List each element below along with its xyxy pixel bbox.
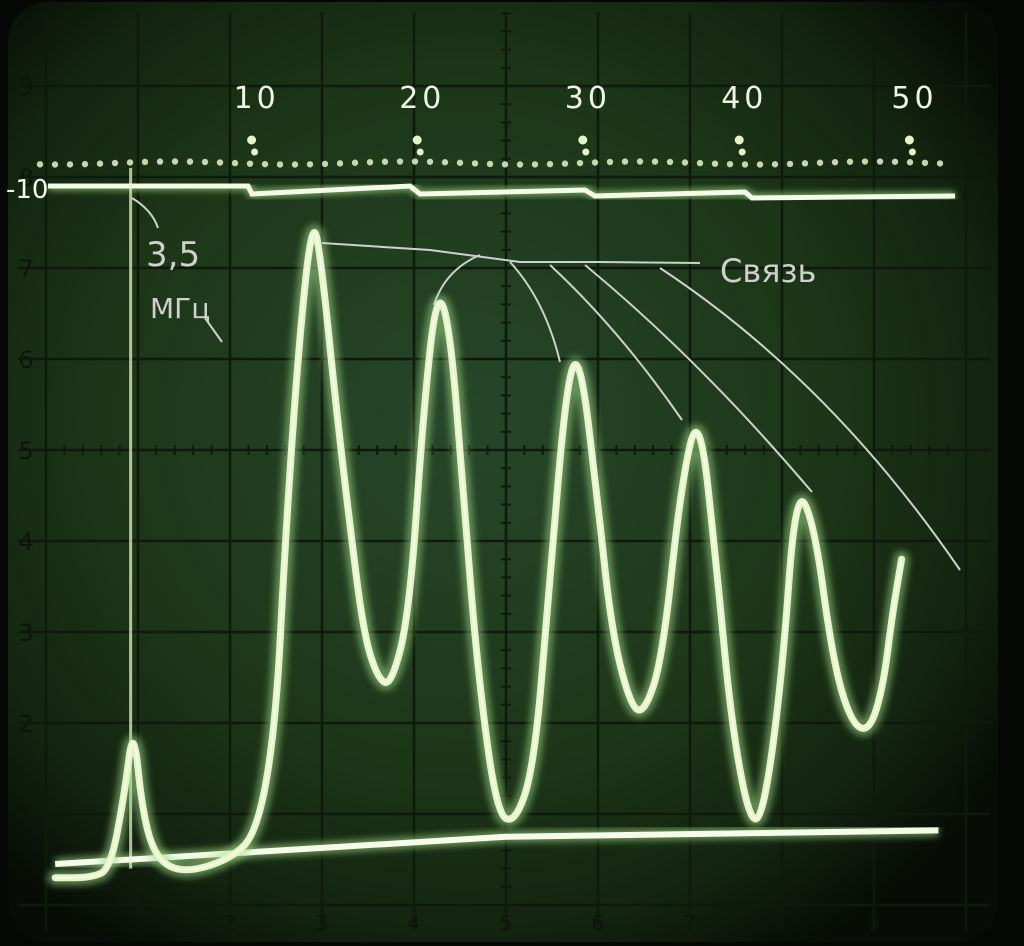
y-tick-label: 4 [18, 528, 33, 556]
marker-pip [247, 136, 256, 145]
marker-dot [532, 161, 538, 167]
marker-dot [82, 161, 88, 167]
marker-dot [772, 161, 778, 167]
marker-dot [637, 158, 643, 164]
marker-dot [127, 159, 133, 165]
marker-dot [382, 159, 388, 165]
marker-dot [727, 161, 733, 167]
y-tick-label: 1 [18, 801, 33, 829]
marker-dot [367, 159, 373, 165]
marker-dot [622, 158, 628, 164]
marker-dot [517, 161, 523, 167]
y-tick-label: 2 [18, 710, 33, 738]
marker-dot [427, 159, 433, 165]
marker-dot [652, 158, 658, 164]
marker-dot [787, 161, 793, 167]
marker-dot [67, 161, 73, 167]
top-scale-label: 40 [721, 81, 767, 116]
x-tick-label: 1 [132, 911, 145, 935]
peaks-annotation-label: Связь [720, 252, 816, 290]
x-tick-label: 8 [776, 911, 789, 935]
x-tick-label: 5 [500, 911, 513, 935]
marker-dot [697, 160, 703, 166]
marker-label-line1: 3,5 [146, 235, 200, 275]
marker-dot [712, 160, 718, 166]
marker-dot [562, 160, 568, 166]
marker-dot [472, 160, 478, 166]
marker-dot [742, 161, 748, 167]
y-tick-label: 3 [18, 619, 33, 647]
marker-dot [607, 159, 613, 165]
x-tick-label: 9 [868, 911, 881, 935]
marker-dot [832, 159, 838, 165]
marker-dot [877, 158, 883, 164]
marker-dot [802, 160, 808, 166]
marker-dot [187, 158, 193, 164]
marker-dot [277, 161, 283, 167]
marker-dot [217, 159, 223, 165]
marker-dot [592, 159, 598, 165]
marker-dot [847, 159, 853, 165]
marker-dot [502, 161, 508, 167]
marker-pip [582, 149, 589, 156]
y-tick-label: 9 [18, 73, 33, 101]
x-tick-label: 7 [684, 911, 697, 935]
marker-dot [457, 160, 463, 166]
marker-dot [112, 160, 118, 166]
marker-dot [862, 158, 868, 164]
top-scale-label: 20 [399, 81, 445, 116]
x-tick-label: 2 [224, 911, 237, 935]
marker-dot [172, 158, 178, 164]
marker-dot [262, 161, 268, 167]
marker-pip [905, 136, 914, 145]
marker-dot [307, 161, 313, 167]
marker-dot [157, 158, 163, 164]
y-tick-label: 5 [18, 437, 33, 465]
top-scale-label: 30 [565, 81, 611, 116]
top-scale-label: 10 [234, 81, 280, 116]
top-scale-label: 50 [891, 81, 937, 116]
level-label: -10 [6, 175, 48, 205]
marker-pip [578, 136, 587, 145]
marker-dot [907, 159, 913, 165]
y-tick-label: 7 [18, 255, 33, 283]
marker-pip [413, 136, 422, 145]
marker-dot [292, 161, 298, 167]
marker-dot [922, 160, 928, 166]
marker-dot [142, 159, 148, 165]
marker-pip [417, 149, 424, 156]
x-tick-label: 3 [316, 911, 329, 935]
marker-dot [817, 160, 823, 166]
marker-dot [682, 159, 688, 165]
marker-dot [52, 161, 58, 167]
marker-dot [757, 161, 763, 167]
marker-dot [97, 160, 103, 166]
marker-dot [487, 161, 493, 167]
marker-dot [937, 160, 943, 166]
marker-pip [251, 149, 258, 156]
y-tick-label: 6 [18, 346, 33, 374]
marker-dot [577, 160, 583, 166]
marker-dot [37, 161, 43, 167]
marker-dot [892, 159, 898, 165]
marker-dot [337, 160, 343, 166]
x-tick-label: 6 [592, 911, 605, 935]
marker-label-line2: МГц [150, 292, 210, 325]
marker-pip [909, 149, 916, 156]
marker-pip [739, 149, 746, 156]
marker-dot [322, 161, 328, 167]
marker-dot [247, 160, 253, 166]
marker-dot [442, 159, 448, 165]
marker-dot [547, 161, 553, 167]
marker-dot [352, 160, 358, 166]
marker-pip [735, 136, 744, 145]
marker-dot [397, 158, 403, 164]
x-tick-label: 4 [408, 911, 421, 935]
marker-dot [667, 159, 673, 165]
marker-dot [232, 160, 238, 166]
marker-dot [202, 159, 208, 165]
marker-dot [412, 158, 418, 164]
